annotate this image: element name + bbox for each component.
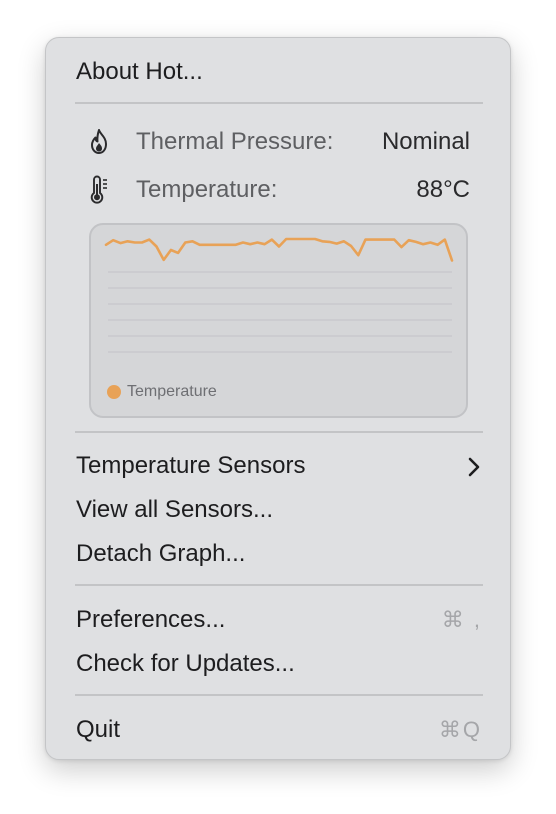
thermometer-icon [86,175,112,205]
temperature-value: 88°C [416,176,470,203]
hot-status-menu: About Hot... Thermal Pressure: Nominal T… [45,37,511,760]
thermal-pressure-value: Nominal [381,128,470,155]
temperature-graph[interactable]: Temperature [89,223,468,418]
preferences-item[interactable]: Preferences... [76,606,226,633]
quit-shortcut: ⌘Q [438,717,482,742]
thermal-pressure-row: Thermal Pressure: Nominal [86,127,470,157]
chart-legend: Temperature [107,383,217,401]
separator [75,694,483,696]
chevron-right-icon [464,454,484,480]
separator [75,584,483,586]
legend-swatch [107,385,121,399]
about-hot-item[interactable]: About Hot... [76,58,203,85]
separator [75,431,483,433]
detach-graph-item[interactable]: Detach Graph... [76,540,246,567]
view-all-sensors-item[interactable]: View all Sensors... [76,496,273,523]
quit-item[interactable]: Quit [76,716,121,743]
legend-label: Temperature [127,383,217,400]
thermal-pressure-label: Thermal Pressure: [136,128,334,155]
separator [75,102,483,104]
preferences-shortcut: ⌘ , [441,607,482,632]
temperature-chart [104,237,454,353]
temperature-row: Temperature: 88°C [86,175,470,205]
check-for-updates-item[interactable]: Check for Updates... [76,650,295,677]
temperature-series-line [104,237,454,262]
flame-icon [86,127,112,157]
temperature-label: Temperature: [136,176,278,203]
temperature-sensors-item[interactable]: Temperature Sensors [76,452,306,479]
